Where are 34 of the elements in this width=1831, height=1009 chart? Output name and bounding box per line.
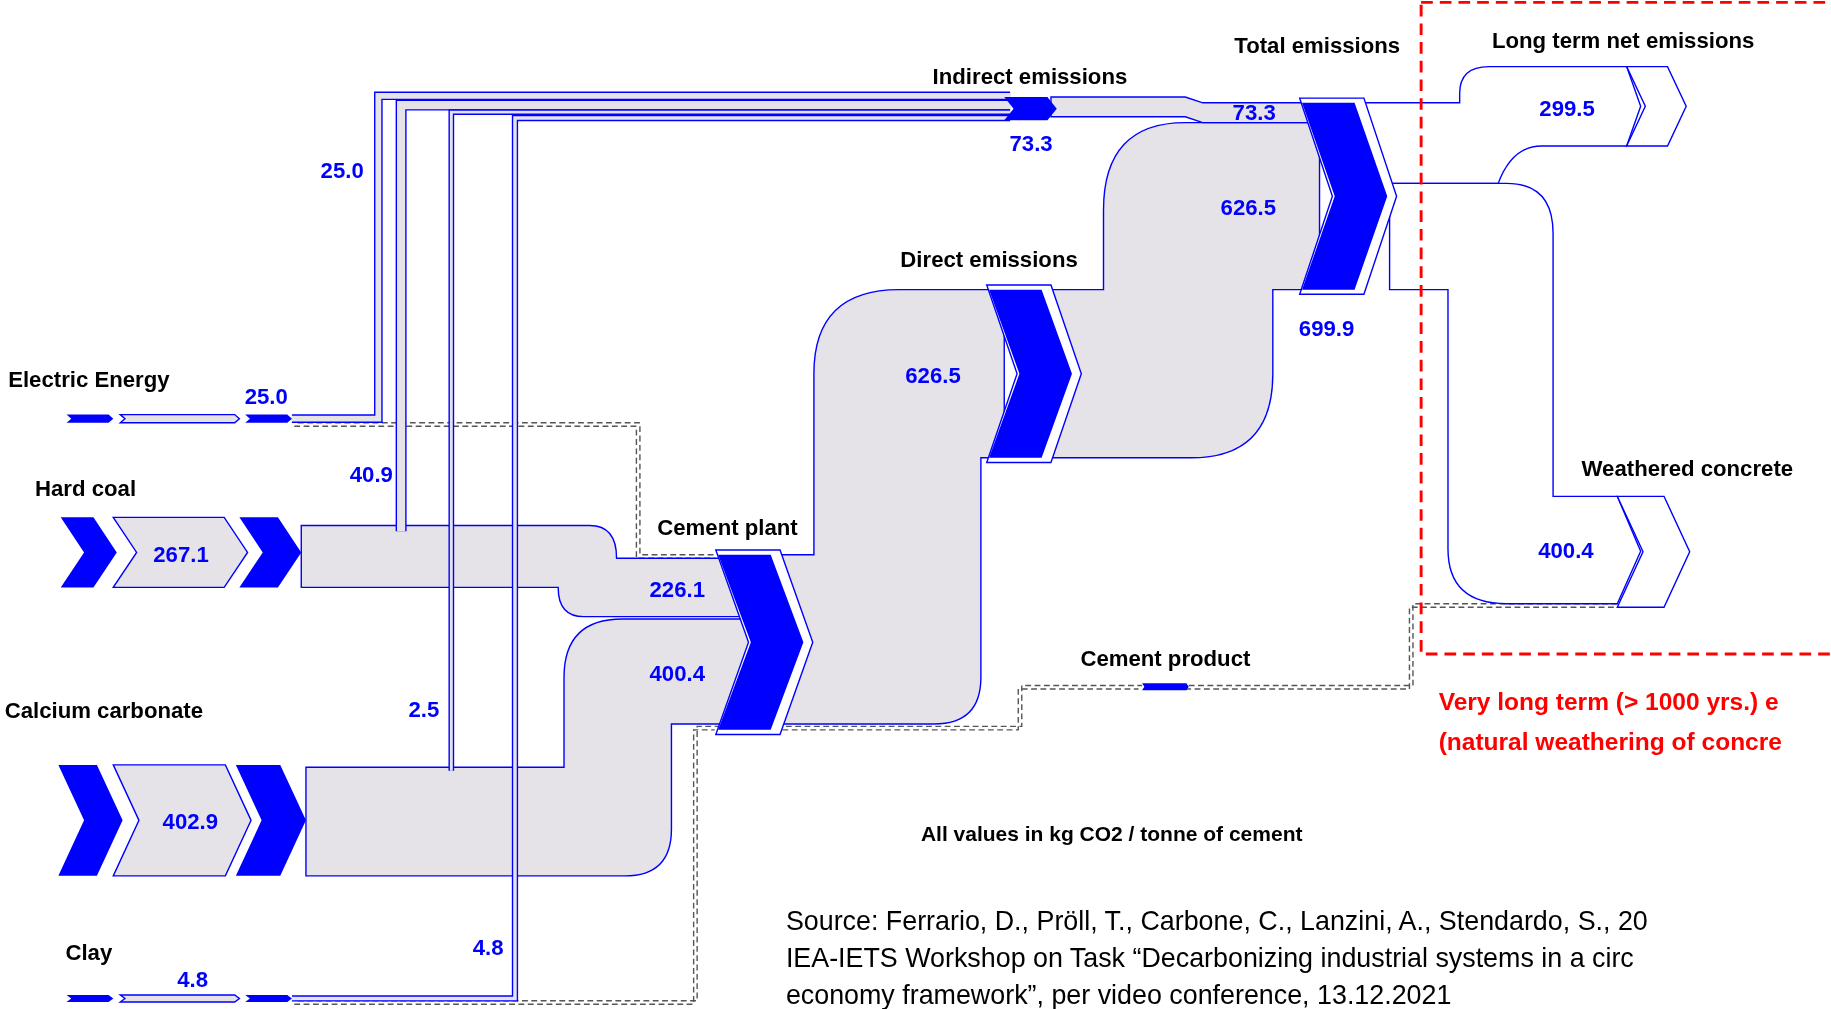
category-label: Cement plant — [657, 514, 799, 540]
data-label: 73.3 — [1009, 130, 1053, 156]
data-label: 25.0 — [244, 384, 288, 410]
text: 4.8 — [472, 935, 504, 961]
category-label: Clay — [65, 939, 113, 965]
text: 626.5 — [905, 363, 961, 389]
data-label: 299.5 — [1539, 95, 1595, 121]
source-note: Source: Ferrario, D., Pröll, T., Carbone, C., Lanzini, A., Stendardo, S., 20 — [785, 905, 1648, 936]
text: economy framework”, per video conference, 13.12.2021 — [785, 980, 1452, 1009]
category-label: Weathered concrete — [1581, 456, 1794, 482]
text: All values in kg CO2 / tonne of cement — [920, 821, 1303, 845]
text: (natural weathering of concre — [1438, 727, 1782, 755]
text: 25.0 — [320, 157, 364, 183]
category-label: Calcium carbonate — [4, 698, 204, 724]
data-label: 267.1 — [153, 541, 209, 567]
data-label: 402.9 — [162, 809, 219, 835]
category-label: Hard coal — [35, 476, 137, 502]
category-label: Electric Energy — [8, 366, 171, 392]
data-label: 400.4 — [1538, 538, 1595, 564]
text: Very long term (> 1000 yrs.) e — [1438, 688, 1779, 716]
category-label: Direct emissions — [900, 247, 1078, 273]
category-label: Total emissions — [1234, 32, 1401, 58]
data-label: 699.9 — [1298, 316, 1355, 342]
text: 400.4 — [649, 660, 706, 686]
text: 2.5 — [408, 697, 440, 723]
text: 226.1 — [649, 576, 706, 602]
data-label: 4.8 — [177, 966, 209, 992]
text: 626.5 — [1220, 194, 1277, 220]
text: 40.9 — [349, 462, 393, 488]
category-label: Cement product — [1080, 645, 1251, 671]
text: 73.3 — [1232, 100, 1276, 126]
text: IEA-IETS Workshop on Task “Decarbonizing industrial systems in a circ — [785, 942, 1634, 973]
category-label: Long term net emissions — [1491, 27, 1755, 53]
category-label: Indirect emissions — [932, 64, 1128, 90]
